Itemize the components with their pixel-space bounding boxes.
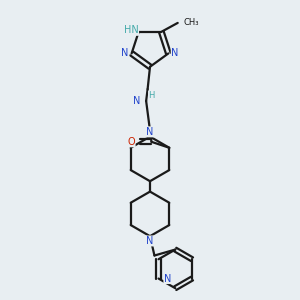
Text: N: N <box>171 48 178 59</box>
Text: N: N <box>134 96 141 106</box>
Text: N: N <box>146 127 154 137</box>
Text: N: N <box>146 236 154 246</box>
Text: H: H <box>148 91 155 100</box>
Text: O: O <box>128 137 135 147</box>
Text: HN: HN <box>124 25 139 35</box>
Text: CH₃: CH₃ <box>183 17 199 26</box>
Text: N: N <box>164 274 171 284</box>
Text: N: N <box>122 48 129 59</box>
